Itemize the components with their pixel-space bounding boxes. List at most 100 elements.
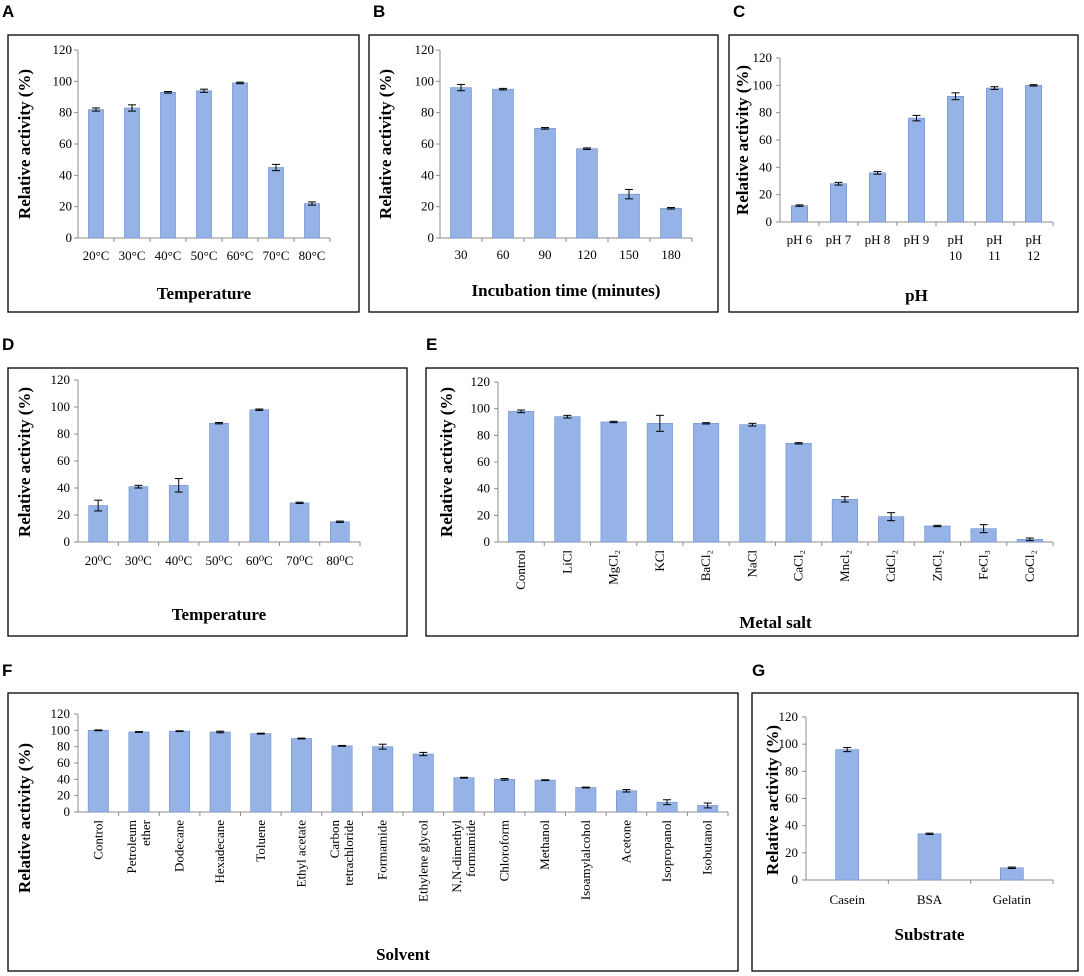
x-tick-label: Ethylene glycol: [415, 820, 430, 902]
bar: [128, 486, 149, 543]
x-tick-label-line: Chloroform: [497, 820, 512, 881]
x-tick-label: MgCl₂: [606, 550, 621, 585]
panel-frame: [7, 34, 360, 313]
bar: [869, 172, 886, 223]
x-tick-label: LiCl: [559, 550, 574, 574]
x-tick-label: 90: [539, 247, 552, 262]
y-tick-label: 100: [53, 73, 73, 88]
y-tick-label: 80: [759, 105, 772, 120]
x-tick-label: Methanol: [537, 820, 552, 870]
x-tick-label-line: CdCl₂: [883, 550, 898, 582]
y-tick-label: 40: [57, 480, 70, 495]
y-tick-label: 100: [51, 399, 71, 414]
x-tick-label: pH 10: [948, 232, 964, 263]
y-tick-label: 120: [415, 42, 435, 57]
bar: [494, 779, 516, 813]
x-tick-label-line: pH: [1026, 232, 1042, 247]
x-tick-label-line: Formamide: [375, 820, 390, 880]
y-tick-label: 20: [477, 507, 490, 522]
bar: [249, 409, 270, 543]
y-tick-label: 60: [785, 791, 798, 806]
bar: [453, 777, 475, 813]
panel-letter: A: [2, 2, 14, 21]
y-tick-label: 60: [759, 132, 772, 147]
bar: [268, 167, 284, 239]
y-tick-label: 100: [415, 73, 435, 88]
x-tick-label-line: Hexadecane: [212, 820, 227, 884]
x-tick-label-line: Carbon: [327, 820, 342, 859]
y-tick-label: 80: [477, 427, 490, 442]
x-axis-title: Solvent: [376, 945, 430, 964]
bar: [331, 745, 353, 813]
bar: [534, 128, 556, 239]
bar: [924, 525, 951, 543]
bar: [575, 787, 597, 813]
x-tick-label: Casein: [829, 892, 865, 907]
x-tick-label: Control: [513, 550, 528, 590]
x-tick-label-line: 12: [1027, 248, 1040, 263]
panel-frame: [728, 34, 1079, 313]
y-tick-label: 80: [421, 105, 434, 120]
x-tick-label: Petroleumether: [124, 819, 153, 873]
y-tick-label: 40: [477, 481, 490, 496]
x-tick-label-line: pH 9: [904, 232, 930, 247]
x-axis-title: Metal salt: [739, 613, 812, 632]
x-tick-label-line: Dodecane: [172, 820, 187, 872]
x-tick-label: 150: [619, 247, 639, 262]
bar: [209, 422, 229, 543]
bar: [209, 731, 231, 813]
y-tick-label: 20: [785, 845, 798, 860]
x-tick-label: KCl: [652, 550, 667, 572]
x-tick-label: Acetone: [618, 820, 633, 864]
bar: [534, 779, 556, 813]
y-tick-label: 0: [64, 804, 71, 819]
bar: [412, 753, 434, 813]
x-tick-label: 60°C: [227, 248, 254, 263]
x-tick-label: Gelatin: [993, 892, 1032, 907]
bar: [917, 833, 942, 881]
x-tick-label-line: FeCl₃: [976, 550, 991, 580]
bar: [835, 749, 859, 881]
bar: [304, 203, 320, 239]
bar: [791, 205, 808, 223]
x-tick-label-line: tetrachloride: [341, 820, 356, 886]
y-tick-label: 0: [64, 534, 71, 549]
y-tick-label: 0: [428, 230, 435, 245]
bar: [831, 499, 858, 543]
bar: [372, 746, 394, 813]
y-tick-label: 120: [53, 42, 73, 57]
bar: [615, 790, 637, 813]
x-tick-label-line: Toluene: [253, 820, 268, 862]
bar: [232, 82, 248, 239]
x-tick-label-line: Ethylene glycol: [415, 820, 430, 902]
x-tick-label-line: 10: [949, 248, 962, 263]
x-tick-label-line: Isoamylalcohol: [578, 820, 593, 901]
y-tick-label: 100: [51, 722, 71, 737]
y-tick-label: 60: [59, 136, 72, 151]
x-tick-label: 80⁰C: [326, 553, 353, 568]
x-tick-label: CoCl₂: [1022, 550, 1037, 582]
x-tick-label: Isoamylalcohol: [578, 820, 593, 901]
chart-panel-d: D 0 20 40 60 80 100 120 Relative activity (%) 20⁰…: [2, 335, 408, 637]
x-tick-label: 60⁰C: [246, 553, 273, 568]
x-tick-label: CaCl₂: [791, 550, 806, 581]
y-tick-label: 60: [477, 454, 490, 469]
chart-panel-e: E 0 20 40 60 80 100 120 Relative activity (%) Con…: [425, 335, 1079, 637]
y-tick-label: 20: [421, 199, 434, 214]
x-tick-label-line: MgCl₂: [606, 550, 621, 585]
x-tick-label: Carbontetrachloride: [327, 820, 356, 886]
bar: [908, 117, 925, 223]
y-tick-label: 80: [785, 763, 798, 778]
x-tick-label: Control: [90, 820, 105, 860]
bar: [693, 423, 720, 543]
bar: [289, 502, 310, 543]
panel-frame: [7, 367, 408, 637]
x-tick-label: Isopropanol: [659, 820, 674, 882]
x-tick-label: CdCl₂: [883, 550, 898, 582]
y-axis-title: Relative activity (%): [733, 65, 752, 215]
panel-letter: D: [2, 335, 14, 354]
bar: [785, 443, 812, 543]
x-tick-label-line: pH 7: [826, 232, 852, 247]
x-tick-label-line: formamide: [463, 820, 478, 877]
x-tick-label-line: Ethyl acetate: [293, 820, 308, 888]
